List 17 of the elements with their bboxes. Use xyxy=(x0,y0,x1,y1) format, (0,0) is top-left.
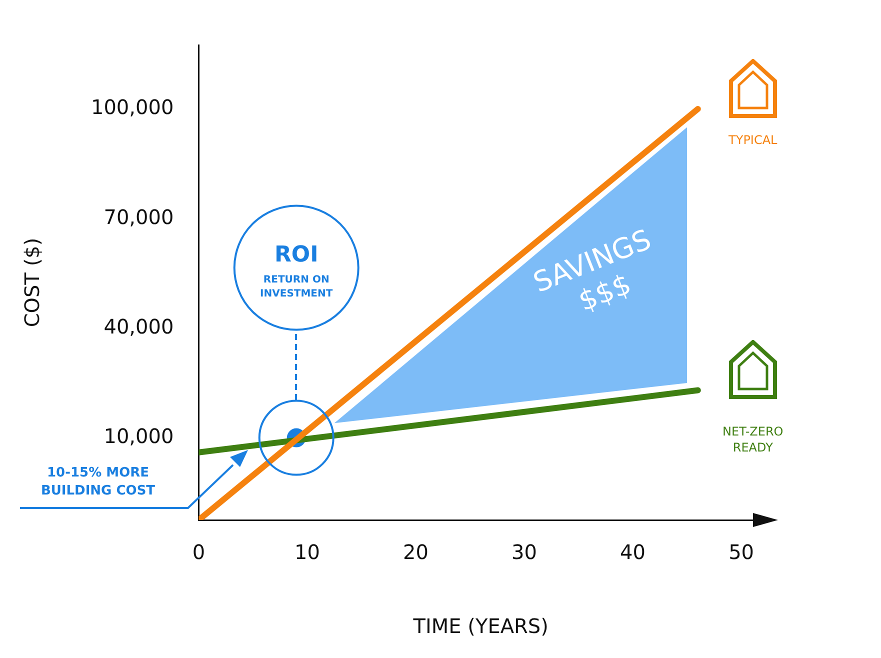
x-tick-label: 50 xyxy=(728,540,754,564)
text: NET-ZERO READY xyxy=(722,424,784,454)
x-tick-label: 20 xyxy=(403,540,428,564)
y-axis-title: COST ($) xyxy=(20,238,44,328)
text: TYPICAL xyxy=(728,133,778,148)
y-tick-label: 70,000 xyxy=(104,204,174,229)
annotation: ROI xyxy=(274,242,318,268)
x-axis-title: TIME (YEARS) xyxy=(412,614,548,638)
x-tick-label: 10 xyxy=(294,540,320,564)
y-tick-label: 10,000 xyxy=(104,424,174,448)
y-tick-label: 40,000 xyxy=(104,314,174,338)
text: 10-15% MORE BUILDING COST xyxy=(40,465,156,498)
x-tick-label: 40 xyxy=(620,540,646,564)
annotation: RETURN ON INVESTMENT xyxy=(260,274,333,300)
y-tick-label: 100,000 xyxy=(90,95,174,120)
x-tick-label: 30 xyxy=(512,540,537,564)
x-tick-label: 0 xyxy=(192,540,206,564)
